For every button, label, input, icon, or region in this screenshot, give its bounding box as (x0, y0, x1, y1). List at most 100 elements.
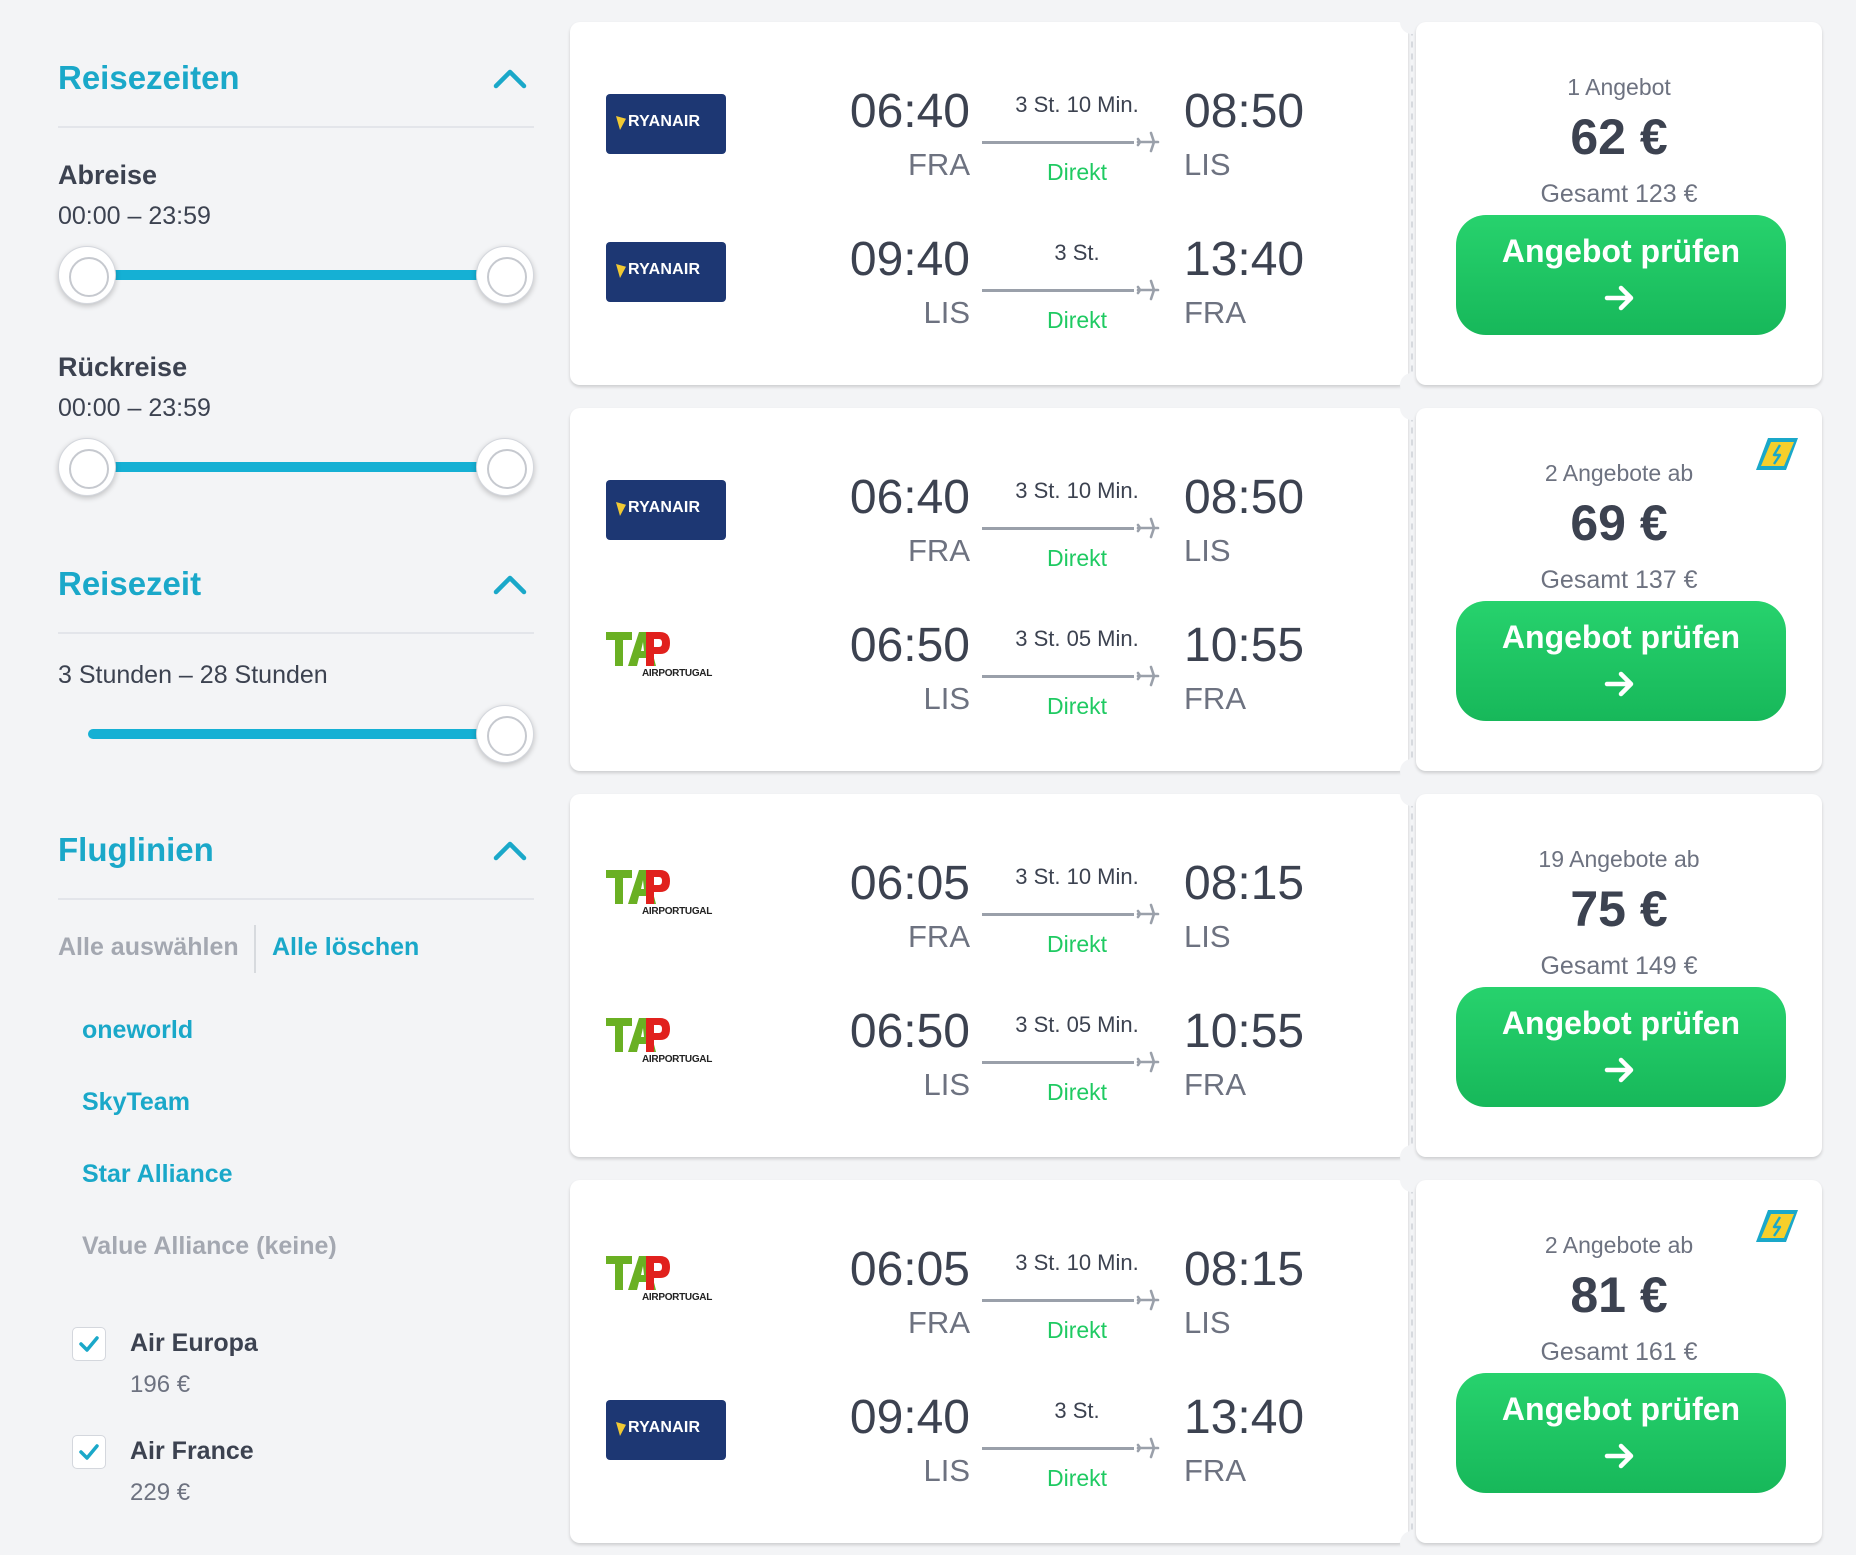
chevron-up-icon[interactable] (492, 66, 528, 90)
tap-mark-icon (606, 1018, 670, 1052)
stops-label: Direkt (1046, 159, 1108, 185)
arrival-time: 08:15 (1184, 1243, 1305, 1296)
slider-track[interactable] (88, 462, 504, 472)
arrow-right-icon (1604, 671, 1634, 697)
chevron-up-icon[interactable] (492, 838, 528, 862)
check-offer-button[interactable]: Angebot prüfen (1456, 215, 1786, 335)
divider (254, 925, 256, 973)
ryanair-logo: RYANAIR (606, 94, 726, 154)
alliance-star-alliance[interactable]: Star Alliance (82, 1160, 233, 1188)
ryanair-logo: RYANAIR (606, 1400, 726, 1460)
harp-icon (616, 264, 626, 278)
reisezeit-slider[interactable] (58, 702, 534, 766)
select-all-link[interactable]: Alle auswählen (58, 933, 239, 961)
outbound-leg: RYANAIR 06:40 FRA 3 St. 10 Min. Direkt 0… (570, 54, 1408, 185)
stops-label: Direkt (1046, 545, 1108, 571)
slider-track[interactable] (88, 729, 504, 739)
ryanair-logo: RYANAIR (606, 480, 726, 540)
return-leg: AIRPORTUGAL 06:50 LIS 3 St. 05 Min. Dire… (570, 974, 1408, 1105)
result-card-1[interactable]: RYANAIR 06:40 FRA 3 St. 10 Min. Direkt 0… (570, 10, 1822, 397)
route-line (982, 527, 1134, 530)
departure-time: 06:40 (849, 471, 970, 524)
result-card-4[interactable]: AIRPORTUGAL 06:05 FRA 3 St. 10 Min. Dire… (570, 1168, 1822, 1555)
section-fluglinien-header[interactable]: Fluglinien (58, 820, 534, 900)
airline-logo-text: AIRPORTUGAL (642, 906, 713, 917)
airline-name: Air France (130, 1437, 254, 1465)
departure-airport: FRA (908, 1305, 970, 1340)
route-line (982, 913, 1134, 916)
route-line (982, 141, 1134, 144)
clear-all-link[interactable]: Alle löschen (272, 933, 420, 961)
route-line (982, 1061, 1134, 1064)
flight-duration: 3 St. (1054, 1398, 1100, 1423)
price-panel: 1 Angebot 62 € Gesamt 123 € Angebot prüf… (1416, 22, 1822, 385)
plane-icon (1136, 131, 1160, 153)
departure-time: 06:50 (849, 1005, 970, 1058)
section-reisezeiten-header[interactable]: Reisezeiten (58, 48, 534, 128)
departure-time: 06:40 (849, 85, 970, 138)
slider-max-handle[interactable] (476, 246, 534, 304)
stops-label: Direkt (1046, 1079, 1108, 1105)
flight-details[interactable]: RYANAIR 06:40 FRA 3 St. 10 Min. Direkt 0… (570, 408, 1408, 771)
arrival-airport: FRA (1184, 295, 1246, 330)
departure-airport: LIS (923, 1453, 970, 1488)
button-label: Angebot prüfen (1501, 1391, 1741, 1427)
arrival-airport: LIS (1184, 1305, 1231, 1340)
airline-logo-text: RYANAIR (628, 113, 701, 130)
tap-logo: AIRPORTUGAL (606, 628, 726, 688)
price-panel: 19 Angebote ab 75 € Gesamt 149 € Angebot… (1416, 794, 1822, 1157)
check-offer-button[interactable]: Angebot prüfen (1456, 987, 1786, 1107)
airline-name: Air Europa (130, 1329, 258, 1357)
check-offer-button[interactable]: Angebot prüfen (1456, 1373, 1786, 1493)
ticket-perforation (1408, 22, 1416, 385)
harp-icon (616, 1422, 626, 1436)
plane-icon (1136, 517, 1160, 539)
result-card-2[interactable]: RYANAIR 06:40 FRA 3 St. 10 Min. Direkt 0… (570, 396, 1822, 783)
stops-label: Direkt (1046, 931, 1108, 957)
airline-logo-text: AIRPORTUGAL (642, 1054, 713, 1065)
arrival-airport: LIS (1184, 919, 1231, 954)
slider-track[interactable] (88, 270, 504, 280)
airline-price: 196 € (130, 1371, 191, 1398)
checkmark-icon (79, 1444, 99, 1460)
alliance-skyteam[interactable]: SkyTeam (82, 1088, 190, 1116)
flight-details[interactable]: AIRPORTUGAL 06:05 FRA 3 St. 10 Min. Dire… (570, 1180, 1408, 1543)
arrival-time: 08:15 (1184, 857, 1305, 910)
abreise-slider[interactable] (58, 243, 534, 307)
arrow-right-icon (1604, 1057, 1634, 1083)
ticket-icon (1756, 438, 1798, 470)
departure-airport: LIS (923, 295, 970, 330)
slider-max-handle[interactable] (476, 438, 534, 496)
arrival-airport: FRA (1184, 1067, 1246, 1102)
rueckreise-slider[interactable] (58, 435, 534, 499)
total-price: Gesamt 123 € (1540, 180, 1698, 208)
slider-min-handle[interactable] (58, 246, 116, 304)
flight-details[interactable]: RYANAIR 06:40 FRA 3 St. 10 Min. Direkt 0… (570, 22, 1408, 385)
check-offer-button[interactable]: Angebot prüfen (1456, 601, 1786, 721)
arrival-airport: FRA (1184, 1453, 1246, 1488)
checkbox[interactable] (72, 1435, 106, 1469)
chevron-up-icon[interactable] (492, 572, 528, 596)
arrival-airport: FRA (1184, 681, 1246, 716)
plane-icon (1136, 1289, 1160, 1311)
alliance-oneworld[interactable]: oneworld (82, 1016, 194, 1044)
airline-logo-text: RYANAIR (628, 261, 701, 278)
result-card-3[interactable]: AIRPORTUGAL 06:05 FRA 3 St. 10 Min. Dire… (570, 782, 1822, 1169)
price-panel: 2 Angebote ab 69 € Gesamt 137 € Angebot … (1416, 408, 1822, 771)
airline-logo-text: RYANAIR (628, 499, 701, 516)
flight-details[interactable]: AIRPORTUGAL 06:05 FRA 3 St. 10 Min. Dire… (570, 794, 1408, 1157)
slider-max-handle[interactable] (476, 705, 534, 763)
plane-icon (1136, 1437, 1160, 1459)
arrival-time: 08:50 (1184, 471, 1305, 524)
slider-min-handle[interactable] (58, 438, 116, 496)
stops-label: Direkt (1046, 1317, 1108, 1343)
airline-logo-text: AIRPORTUGAL (642, 1292, 713, 1303)
price: 62 € (1570, 109, 1668, 165)
section-reisezeit-header[interactable]: Reisezeit (58, 554, 534, 634)
plane-icon (1136, 665, 1160, 687)
airline-logo-text: AIRPORTUGAL (642, 668, 713, 679)
checkbox[interactable] (72, 1327, 106, 1361)
arrival-airport: LIS (1184, 533, 1231, 568)
arrival-time: 13:40 (1184, 1391, 1305, 1444)
price: 69 € (1570, 495, 1668, 551)
